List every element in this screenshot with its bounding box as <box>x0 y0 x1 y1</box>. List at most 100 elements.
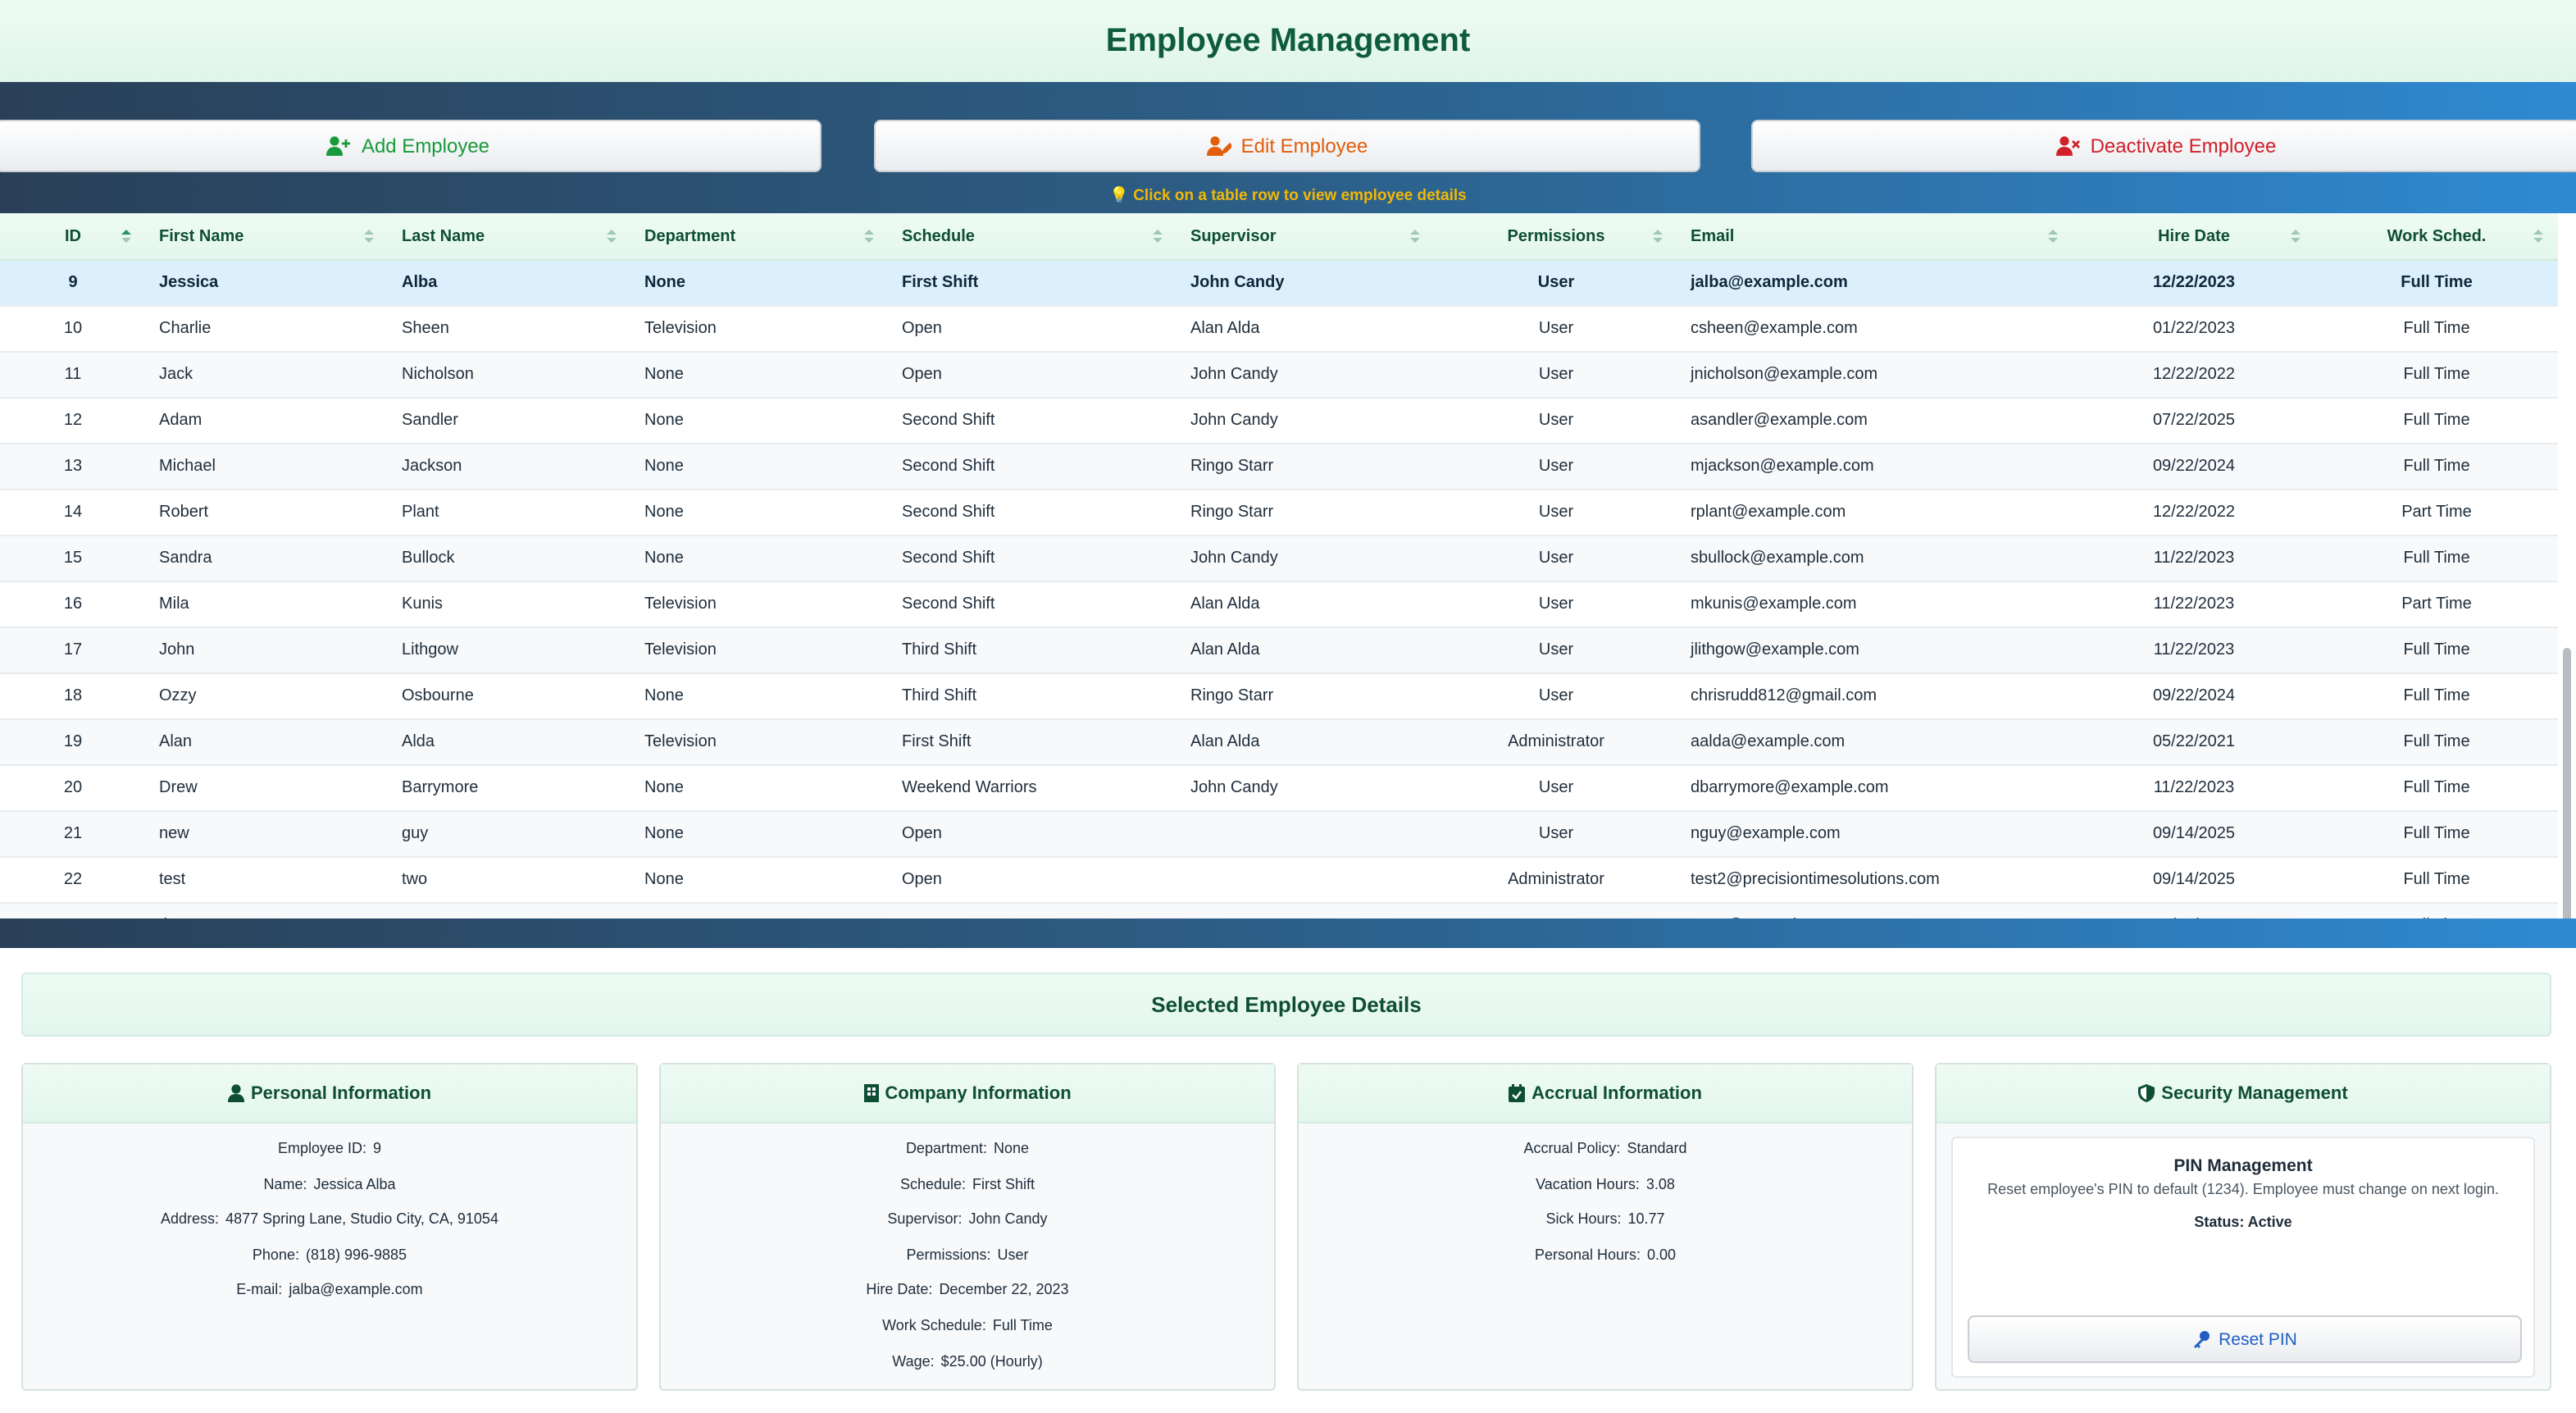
field: Work Schedule: Full Time <box>661 1309 1274 1344</box>
table-cell: Open <box>889 857 1177 904</box>
table-cell: 12/22/2023 <box>2073 260 2315 307</box>
table-cell: 11/22/2023 <box>2073 581 2315 628</box>
sort-icon[interactable] <box>2532 228 2545 244</box>
table-cell: 12/22/2022 <box>2073 490 2315 536</box>
table-row[interactable]: 9 Jessica Alba None First Shift John Candy Use… <box>0 260 2558 307</box>
table-row[interactable]: 21 new guy None Open User nguy@example.com 09/1… <box>0 811 2558 858</box>
column-header[interactable]: Hire Date <box>2073 213 2315 261</box>
table-cell: User <box>1435 352 1677 399</box>
table-cell: mjackson@example.com <box>1677 444 2073 490</box>
label: Deactivate Employee <box>2090 134 2277 157</box>
edit-button[interactable]: Edit Employee <box>874 120 1700 172</box>
table-row[interactable]: 16 Mila Kunis Television Second Shift Alan Al… <box>0 581 2558 628</box>
sort-icon[interactable] <box>362 228 375 244</box>
column-header[interactable]: Email <box>1677 213 2073 261</box>
column-header[interactable]: Last Name <box>389 213 631 261</box>
sort-icon[interactable] <box>1151 228 1164 244</box>
table-row[interactable]: 18 Ozzy Osbourne None Third Shift Ringo Starr… <box>0 673 2558 720</box>
sort-icon[interactable] <box>2289 228 2302 244</box>
field: Permissions: User <box>661 1238 1274 1274</box>
sort-icon[interactable] <box>120 228 133 244</box>
column-header[interactable]: ID <box>0 213 146 261</box>
card-header: Accrual Information <box>1299 1064 1912 1124</box>
table-cell: Nicholson <box>389 352 631 399</box>
sort-icon[interactable] <box>605 228 618 244</box>
field-value: jalba@example.com <box>289 1281 423 1298</box>
table-cell: User <box>1435 673 1677 720</box>
table-cell: User <box>1435 260 1677 307</box>
icon <box>2194 1331 2210 1348</box>
table-cell: sbullock@example.com <box>1677 536 2073 582</box>
table-cell: First Shift <box>889 260 1177 307</box>
table-cell: User <box>1435 765 1677 812</box>
field-label: Schedule: <box>899 1175 966 1192</box>
table-row[interactable]: 13 Michael Jackson None Second Shift Ringo St… <box>0 444 2558 490</box>
field-label: Wage: <box>892 1352 935 1370</box>
table-cell: Charlie <box>146 306 389 353</box>
table-cell: Part Time <box>2315 581 2558 628</box>
table-cell: mans <box>389 903 631 918</box>
icon-shape <box>1509 1084 1526 1102</box>
field-list: Accrual Policy: Standard Vacation Hours: 3.… <box>1299 1124 1912 1274</box>
table-cell: 18 <box>0 673 146 720</box>
table-row[interactable]: 17 John Lithgow Television Third Shift Alan A… <box>0 627 2558 674</box>
table-cell: Full Time <box>2315 352 2558 399</box>
table-cell: test2@precisiontimesolutions.com <box>1677 857 2073 904</box>
sort-icon[interactable] <box>2046 228 2059 244</box>
table-row[interactable]: 20 Drew Barrymore None Weekend Warriors John … <box>0 765 2558 812</box>
field-label: Accrual Policy: <box>1523 1140 1621 1156</box>
hint-text: Click on a table row to view employee de… <box>1133 187 1467 205</box>
table-row[interactable]: 14 Robert Plant None Second Shift Ringo Starr… <box>0 490 2558 536</box>
field-label: Department: <box>905 1140 987 1156</box>
column-header[interactable]: First Name <box>146 213 389 261</box>
table-cell: None <box>631 673 889 720</box>
table-cell: guy <box>389 811 631 858</box>
field: Vacation Hours: 3.08 <box>1299 1167 1912 1202</box>
column-header[interactable]: Department <box>631 213 889 261</box>
table-cell: Osbourne <box>389 673 631 720</box>
icon <box>1206 136 1231 156</box>
table-row[interactable]: 23themansNoneOpen Usertman@example.com09/… <box>0 903 2558 918</box>
table-cell: John Candy <box>1177 398 1435 444</box>
table-cell: Full Time <box>2315 398 2558 444</box>
table-cell: the <box>146 903 389 918</box>
hint: 💡 Click on a table row to view employee … <box>1109 187 1467 205</box>
column-header[interactable]: Schedule <box>889 213 1177 261</box>
table-cell: jnicholson@example.com <box>1677 352 2073 399</box>
title: Employee Management <box>1105 22 1471 58</box>
table-cell: 20 <box>0 765 146 812</box>
table-cell: User <box>1435 536 1677 582</box>
table-cell: Sheen <box>389 306 631 353</box>
table-cell: Ringo Starr <box>1177 673 1435 720</box>
deactivate-button[interactable]: Deactivate Employee <box>1751 120 2576 172</box>
table-cell: jalba@example.com <box>1677 260 2073 307</box>
table-cell: None <box>631 398 889 444</box>
card-title: Company Information <box>885 1083 1072 1103</box>
table-cell: Robert <box>146 490 389 536</box>
sort-icon[interactable] <box>862 228 876 244</box>
field: Personal Hours: 0.00 <box>1299 1238 1912 1274</box>
column-header[interactable]: Supervisor <box>1177 213 1435 261</box>
reset-pin-button[interactable]: Reset PIN <box>1968 1315 2522 1363</box>
column-header[interactable]: Work Sched. <box>2315 213 2558 261</box>
table-row[interactable]: 12 Adam Sandler None Second Shift John Candy U… <box>0 398 2558 444</box>
table-cell: 01/22/2023 <box>2073 306 2315 353</box>
details-title-text: Selected Employee Details <box>1151 992 1422 1017</box>
table-cell: Alan Alda <box>1177 719 1435 766</box>
table-row[interactable]: 19 Alan Alda Television First Shift Alan Alda… <box>0 719 2558 766</box>
table-cell: 10 <box>0 306 146 353</box>
table-row[interactable]: 15 Sandra Bullock None Second Shift John Cand… <box>0 536 2558 582</box>
scrollbar[interactable] <box>2563 648 2571 918</box>
table-cell: Adam <box>146 398 389 444</box>
table-cell: Weekend Warriors <box>889 765 1177 812</box>
table-row[interactable]: 22 test two None Open Administrator test2@prec… <box>0 857 2558 904</box>
field-value: 4877 Spring Lane, Studio City, CA, 91054 <box>225 1210 498 1228</box>
table-cell: rplant@example.com <box>1677 490 2073 536</box>
add-button[interactable]: Add Employee <box>0 120 821 172</box>
table-row[interactable]: 10 Charlie Sheen Television Open Alan Alda Use… <box>0 306 2558 353</box>
table-row[interactable]: 11 Jack Nicholson None Open John Candy User jni… <box>0 352 2558 399</box>
sort-icon[interactable] <box>1651 228 1664 244</box>
table-cell: Sandler <box>389 398 631 444</box>
column-header[interactable]: Permissions <box>1435 213 1677 261</box>
sort-icon[interactable] <box>1409 228 1422 244</box>
